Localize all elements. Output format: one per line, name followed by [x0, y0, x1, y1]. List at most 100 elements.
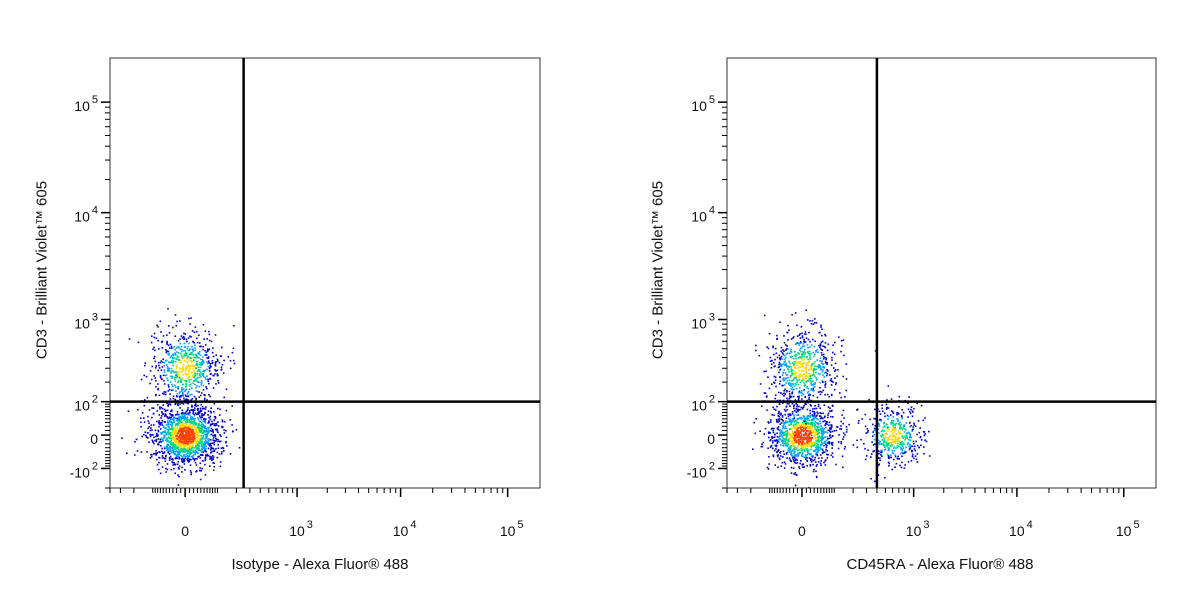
event-dot	[803, 436, 805, 439]
event-dot	[857, 422, 860, 424]
event-dot	[206, 368, 208, 371]
event-dot	[169, 432, 171, 435]
event-dot	[794, 427, 797, 430]
event-dot	[788, 420, 791, 423]
event-dot	[898, 395, 901, 398]
event-dot	[778, 439, 780, 441]
event-dot	[209, 465, 211, 467]
event-dot	[198, 439, 201, 441]
event-dot	[812, 380, 814, 382]
event-dot	[163, 369, 166, 371]
event-dot	[887, 444, 889, 447]
event-dot	[803, 338, 805, 341]
event-dot	[774, 358, 776, 361]
event-dot	[810, 425, 812, 427]
event-dot	[793, 449, 795, 451]
event-dot	[197, 366, 200, 368]
event-dot	[184, 350, 187, 352]
event-dot	[183, 379, 185, 381]
event-dot	[806, 441, 808, 443]
event-dot	[783, 354, 786, 357]
event-dot	[141, 435, 143, 438]
event-dot	[808, 415, 810, 417]
event-dot	[888, 462, 891, 465]
event-dot	[804, 349, 806, 351]
event-dot	[787, 413, 790, 416]
event-dot	[152, 348, 154, 350]
event-dot	[916, 402, 918, 405]
event-dot	[886, 445, 888, 448]
event-dot	[174, 442, 177, 445]
event-dot	[777, 441, 779, 443]
event-dot	[788, 418, 790, 420]
event-dot	[190, 378, 192, 381]
event-dot	[784, 427, 786, 430]
event-dot	[167, 422, 170, 425]
event-dot	[197, 404, 199, 407]
event-dot	[143, 421, 146, 423]
event-dot	[779, 423, 782, 425]
event-dot	[163, 364, 165, 367]
event-dot	[181, 383, 184, 386]
event-dot	[182, 430, 185, 432]
event-dot	[193, 366, 195, 369]
event-dot	[791, 457, 794, 459]
event-dot	[878, 410, 881, 413]
event-dot	[795, 383, 797, 386]
event-dot	[171, 421, 174, 424]
event-dot	[825, 446, 828, 449]
event-dot	[223, 429, 225, 431]
event-dot	[809, 358, 812, 360]
event-dot	[824, 451, 826, 453]
event-dot	[792, 443, 795, 446]
event-dot	[178, 361, 181, 364]
event-dot	[187, 391, 190, 393]
event-dot	[878, 450, 880, 453]
event-dot	[205, 436, 208, 438]
event-dot	[809, 373, 812, 375]
event-dot	[191, 433, 193, 435]
event-dot	[787, 368, 789, 370]
event-dot	[821, 439, 823, 442]
event-dot	[187, 392, 189, 394]
event-dot	[187, 430, 189, 433]
event-dot	[205, 451, 207, 453]
event-dot	[795, 375, 798, 377]
event-dot	[804, 428, 807, 431]
event-dot	[796, 430, 799, 432]
event-dot	[886, 433, 888, 435]
event-dot	[794, 362, 797, 365]
event-dot	[784, 344, 787, 346]
event-dot	[196, 422, 198, 425]
event-dot	[190, 436, 193, 439]
event-dot	[794, 462, 797, 464]
event-dot	[795, 434, 797, 437]
event-dot	[829, 431, 832, 433]
event-dot	[195, 390, 198, 392]
event-dot	[167, 421, 170, 424]
event-dot	[232, 359, 235, 362]
event-dot	[194, 378, 197, 381]
event-dot	[887, 407, 890, 409]
event-dot	[206, 338, 208, 340]
event-dot	[794, 372, 797, 374]
event-dot	[148, 409, 151, 411]
event-dot	[804, 376, 806, 379]
event-dot	[789, 365, 791, 368]
event-dot	[193, 376, 195, 379]
event-dot	[191, 371, 193, 374]
event-dot	[206, 362, 209, 365]
event-dot	[778, 420, 781, 422]
events	[752, 309, 931, 489]
event-dot	[178, 440, 180, 443]
event-dot	[177, 428, 180, 431]
event-dot	[837, 369, 839, 371]
event-dot	[170, 458, 173, 460]
event-dot	[172, 446, 175, 449]
event-dot	[794, 431, 796, 433]
event-dot	[828, 421, 831, 424]
event-dot	[817, 445, 819, 448]
event-dot	[191, 346, 193, 348]
event-dot	[799, 451, 801, 454]
event-dot	[801, 380, 803, 382]
